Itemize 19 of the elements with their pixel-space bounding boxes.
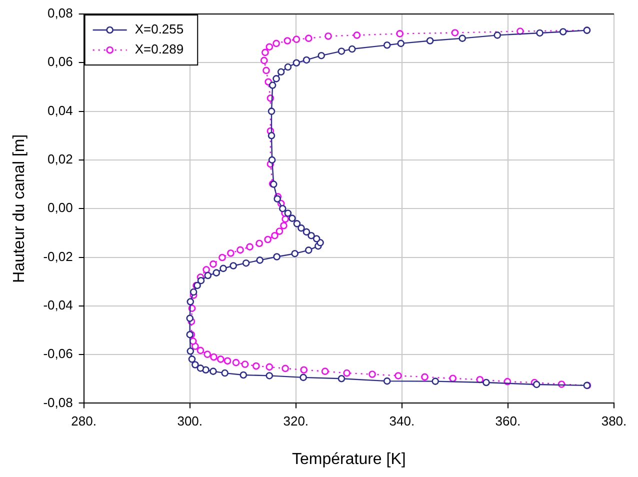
- x-tick-label: 320.: [283, 414, 309, 429]
- legend-label: X=0.289: [134, 42, 184, 57]
- x-tick-label: 360.: [495, 414, 521, 429]
- x-tick-label: 380.: [601, 414, 627, 429]
- x-tick-label: 340.: [389, 414, 415, 429]
- y-tick-label: -0,06: [43, 346, 73, 362]
- y-tick-label: -0,04: [43, 297, 73, 312]
- y-axis-title: Hauteur du canal [m]: [11, 134, 28, 283]
- y-tick-label: 0,08: [48, 6, 73, 21]
- y-tick-label: -0,08: [43, 394, 73, 410]
- y-tick-label: 0,06: [48, 54, 73, 70]
- x-tick-label: 300.: [177, 414, 203, 429]
- y-tick-label: 0,04: [48, 102, 73, 118]
- y-tick-label: 0,00: [48, 200, 73, 216]
- x-tick-label: 280.: [71, 414, 96, 429]
- y-tick-label: 0,02: [48, 152, 73, 167]
- x-axis-title: Température [K]: [292, 450, 406, 468]
- y-tick-label: -0,02: [43, 248, 73, 264]
- legend-label: X=0.255: [134, 22, 184, 37]
